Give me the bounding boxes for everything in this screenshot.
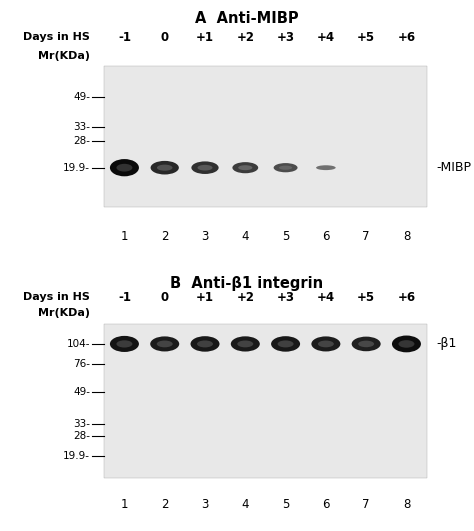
Text: 2: 2 — [161, 498, 168, 511]
Text: 0: 0 — [161, 291, 169, 304]
Text: 4: 4 — [242, 230, 249, 243]
Text: 33-: 33- — [73, 122, 90, 132]
Text: Mr(KDa): Mr(KDa) — [38, 51, 90, 61]
Text: Mr(KDa): Mr(KDa) — [38, 309, 90, 318]
Ellipse shape — [316, 165, 336, 170]
Text: 6: 6 — [322, 498, 329, 511]
Text: Days in HS: Days in HS — [23, 32, 90, 42]
Text: 2: 2 — [161, 230, 168, 243]
FancyBboxPatch shape — [104, 324, 427, 478]
Text: 28-: 28- — [73, 431, 90, 441]
Text: 5: 5 — [282, 230, 289, 243]
Ellipse shape — [198, 165, 212, 170]
Text: +4: +4 — [317, 31, 335, 44]
Text: +1: +1 — [196, 31, 214, 44]
Ellipse shape — [311, 337, 340, 352]
Text: 6: 6 — [322, 230, 329, 243]
Text: 4: 4 — [242, 498, 249, 511]
Ellipse shape — [271, 336, 300, 352]
Text: +2: +2 — [237, 31, 254, 44]
Ellipse shape — [157, 165, 173, 171]
Ellipse shape — [273, 163, 298, 172]
Text: B  Anti-β1 integrin: B Anti-β1 integrin — [170, 276, 323, 291]
Text: -1: -1 — [118, 31, 131, 44]
Ellipse shape — [191, 336, 219, 352]
Ellipse shape — [392, 336, 421, 353]
Ellipse shape — [352, 337, 381, 351]
Text: -1: -1 — [118, 291, 131, 304]
Text: +6: +6 — [397, 291, 416, 304]
Text: 104-: 104- — [66, 339, 90, 349]
Text: A  Anti-MIBP: A Anti-MIBP — [195, 11, 298, 25]
Text: 7: 7 — [363, 230, 370, 243]
Ellipse shape — [237, 340, 253, 347]
Ellipse shape — [110, 159, 139, 176]
Text: +5: +5 — [357, 31, 375, 44]
Ellipse shape — [110, 336, 139, 352]
Text: +2: +2 — [237, 291, 254, 304]
Ellipse shape — [117, 340, 132, 348]
Ellipse shape — [232, 162, 258, 173]
Text: 8: 8 — [403, 230, 410, 243]
Ellipse shape — [279, 166, 292, 170]
Text: -β1: -β1 — [436, 337, 456, 350]
Text: 28-: 28- — [73, 136, 90, 146]
Ellipse shape — [117, 164, 132, 172]
Ellipse shape — [151, 161, 179, 175]
Ellipse shape — [157, 340, 173, 347]
Ellipse shape — [399, 340, 414, 348]
Text: +5: +5 — [357, 291, 375, 304]
FancyBboxPatch shape — [104, 66, 427, 207]
Ellipse shape — [318, 340, 334, 347]
Text: 8: 8 — [403, 498, 410, 511]
Text: +3: +3 — [277, 291, 294, 304]
Ellipse shape — [231, 336, 260, 352]
Text: 1: 1 — [121, 230, 128, 243]
Text: 76-: 76- — [73, 359, 90, 369]
Text: 5: 5 — [282, 498, 289, 511]
Text: 19.9-: 19.9- — [63, 451, 90, 461]
Text: +1: +1 — [196, 291, 214, 304]
Text: 1: 1 — [121, 498, 128, 511]
Text: +6: +6 — [397, 31, 416, 44]
Ellipse shape — [358, 341, 374, 347]
Text: Days in HS: Days in HS — [23, 293, 90, 302]
Ellipse shape — [191, 161, 219, 174]
Ellipse shape — [278, 340, 293, 347]
Text: 49-: 49- — [73, 92, 90, 102]
Text: 19.9-: 19.9- — [63, 162, 90, 173]
Text: +4: +4 — [317, 291, 335, 304]
Text: 3: 3 — [201, 230, 209, 243]
Text: -MIBP: -MIBP — [436, 161, 471, 174]
Ellipse shape — [150, 337, 179, 352]
Text: 0: 0 — [161, 31, 169, 44]
Text: 7: 7 — [363, 498, 370, 511]
Text: 49-: 49- — [73, 387, 90, 397]
Text: 3: 3 — [201, 498, 209, 511]
Text: +3: +3 — [277, 31, 294, 44]
Ellipse shape — [197, 340, 213, 347]
Ellipse shape — [238, 165, 252, 170]
Text: 33-: 33- — [73, 419, 90, 429]
